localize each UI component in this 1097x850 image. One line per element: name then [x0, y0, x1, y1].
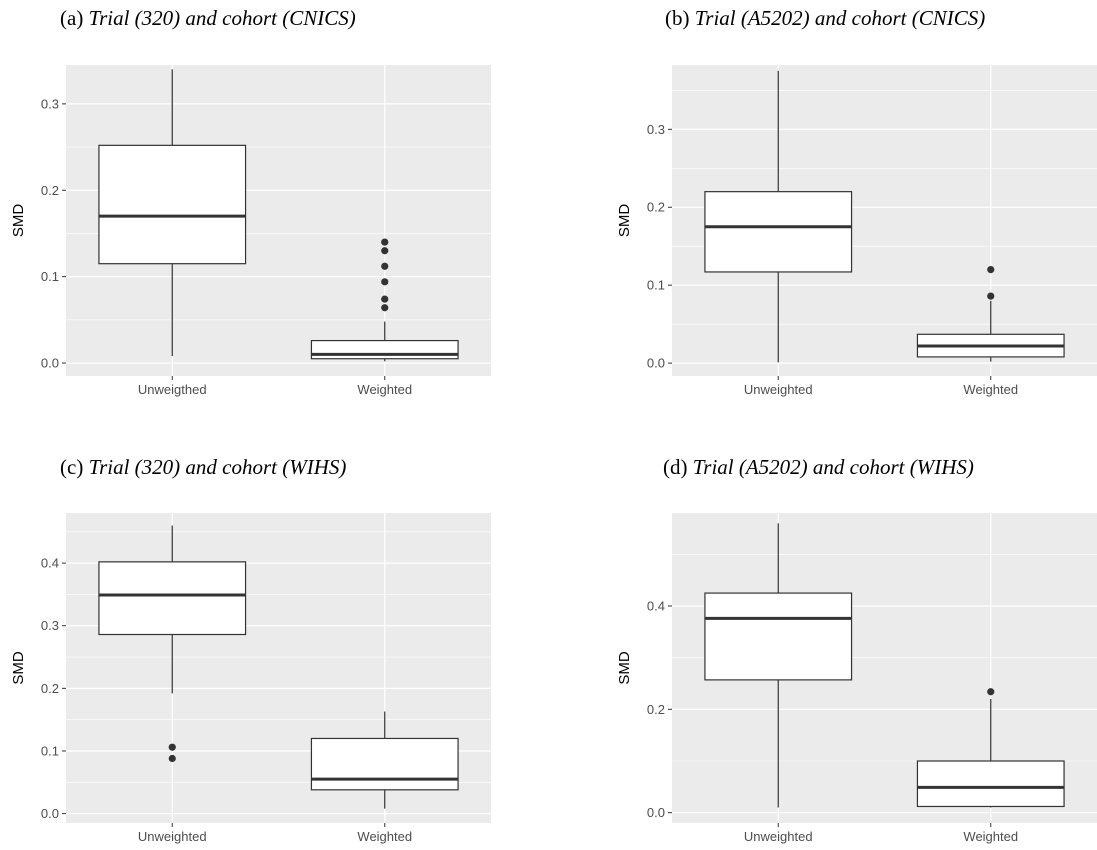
panel-c-box-weighted	[310, 711, 459, 809]
panel-b-title: Trial (A5202) and cohort (CNICS)	[694, 6, 986, 30]
panel-c-outlier-point	[168, 754, 176, 763]
panel-b-ytick-label: 0.2	[647, 200, 665, 215]
panel-d-label: (d)	[663, 455, 688, 479]
panel-d-title: Trial (A5202) and cohort (WIHS)	[692, 455, 974, 479]
panel-d-outlier-point	[987, 688, 995, 696]
panel-b-ytick-label: 0.3	[647, 122, 665, 137]
panel-a-ytick-label: 0.3	[41, 96, 59, 111]
panel-a-iqr-box	[310, 339, 459, 360]
panel-c-ytick-label: 0.0	[41, 806, 59, 821]
panel-c-ytick-label: 0.4	[41, 556, 59, 571]
panel-c: 0.0 0.1 0.2 0.3 0.4 Unweighted Weighted SMD	[10, 513, 491, 844]
panel-c-iqr-box	[310, 737, 459, 791]
panel-a-xtick-label: Weighted	[357, 382, 412, 397]
panel-c-xtick-label: Unweighted	[138, 829, 207, 844]
panel-b-iqr-box	[704, 191, 853, 273]
panel-d-iqr-box	[704, 592, 853, 681]
panel-b-ylabel: SMD	[616, 204, 633, 238]
panel-a-iqr-box	[98, 144, 247, 265]
panel-c-ylabel: SMD	[10, 651, 27, 685]
panel-b-box-weighted	[916, 266, 1065, 362]
panel-d: 0.0 0.2 0.4 Unweighted Weighted SMD	[616, 513, 1097, 844]
panel-c-label: (c)	[60, 455, 84, 479]
panel-a-ytick-label: 0.2	[41, 183, 59, 198]
panel-b-label: (b)	[665, 6, 690, 30]
panel-b-box-unweighted	[704, 70, 853, 363]
panel-c-iqr-box	[98, 561, 247, 636]
panel-b-ytick-label: 0.0	[647, 356, 665, 371]
panel-b-xtick-label: Unweighted	[744, 382, 813, 397]
panel-a-label: (a)	[60, 6, 84, 30]
panel-a-box-weighted	[310, 238, 459, 362]
panel-c-box-unweighted	[98, 525, 247, 763]
panel-b-ytick-label: 0.1	[647, 278, 665, 293]
panel-a-xtick-label: Unweigthed	[138, 382, 207, 397]
panel-d-ytick-label: 0.4	[647, 599, 665, 614]
panel-a: 0.0 0.1 0.2 0.3 Unweigthed Weighted SMD	[10, 65, 491, 397]
panel-c-xtick-label: Weighted	[357, 829, 412, 844]
panel-d-xtick-label: Weighted	[963, 829, 1018, 844]
panel-a-outlier-point	[381, 278, 389, 286]
panel-a-outlier-point	[381, 238, 389, 246]
panel-d-iqr-box	[916, 760, 1065, 808]
panel-a-ylabel: SMD	[10, 204, 27, 238]
panel-c-outlier-point	[168, 743, 176, 751]
panel-b-outlier-point	[987, 292, 995, 300]
panel-c-title: Trial (320) and cohort (WIHS)	[88, 455, 347, 479]
panel-d-xtick-label: Unweighted	[744, 829, 813, 844]
panel-c-ytick-label: 0.3	[41, 618, 59, 633]
panel-a-outlier-point	[381, 247, 389, 255]
panel-c-caption: (c) Trial (320) and cohort (WIHS)	[60, 455, 346, 480]
panel-b-outlier-point	[987, 266, 995, 274]
panel-a-caption: (a) Trial (320) and cohort (CNICS)	[60, 6, 356, 31]
panel-a-outlier-point	[381, 262, 389, 270]
panel-a-box-unweigthed	[98, 69, 247, 357]
panel-d-ytick-label: 0.0	[647, 805, 665, 820]
panel-a-title: Trial (320) and cohort (CNICS)	[88, 6, 356, 30]
panel-b-caption: (b) Trial (A5202) and cohort (CNICS)	[665, 6, 985, 31]
panel-d-ytick-label: 0.2	[647, 702, 665, 717]
panel-d-box-unweighted	[704, 523, 853, 808]
panel-d-box-weighted	[916, 688, 1065, 808]
panel-d-ylabel: SMD	[616, 651, 633, 685]
panel-c-ytick-label: 0.2	[41, 681, 59, 696]
panel-a-outlier-point	[381, 295, 389, 303]
panel-a-outlier-point	[381, 304, 389, 312]
panel-a-ytick-label: 0.0	[41, 356, 59, 371]
panel-b-xtick-label: Weighted	[963, 382, 1018, 397]
panel-a-ytick-label: 0.1	[41, 269, 59, 284]
panel-c-ytick-label: 0.1	[41, 743, 59, 758]
panel-b: 0.0 0.1 0.2 0.3 Unweighted Weighted SMD	[616, 65, 1097, 397]
panel-d-caption: (d) Trial (A5202) and cohort (WIHS)	[663, 455, 974, 480]
